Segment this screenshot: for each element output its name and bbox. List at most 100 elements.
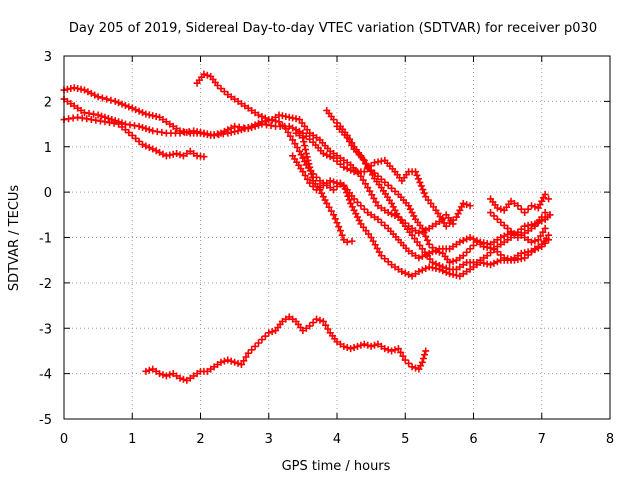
- data-point: [324, 325, 332, 333]
- data-point: [418, 224, 426, 232]
- data-point: [200, 70, 208, 78]
- data-point: [357, 202, 365, 210]
- data-point: [289, 136, 297, 144]
- data-point: [429, 244, 437, 252]
- data-point: [343, 344, 351, 352]
- data-point: [364, 184, 372, 192]
- data-point: [350, 195, 358, 203]
- data-point: [350, 344, 358, 352]
- data-point: [142, 125, 150, 133]
- data-point: [463, 201, 471, 209]
- data-point: [435, 218, 443, 226]
- data-point: [326, 177, 334, 185]
- data-point: [115, 118, 123, 126]
- data-point: [244, 349, 252, 357]
- data-point: [234, 127, 242, 135]
- data-point: [366, 167, 374, 175]
- data-point: [449, 220, 457, 228]
- data-point: [429, 258, 437, 266]
- data-point: [368, 171, 376, 179]
- data-point: [111, 97, 119, 105]
- series-sat-a: [60, 84, 474, 230]
- data-point: [524, 205, 532, 213]
- data-point: [397, 348, 405, 356]
- data-point: [432, 260, 440, 268]
- data-point: [360, 156, 368, 164]
- data-point: [268, 328, 276, 336]
- data-point: [446, 258, 454, 266]
- data-point: [299, 168, 307, 176]
- data-point: [331, 215, 339, 223]
- data-point: [398, 268, 406, 276]
- data-point: [255, 111, 263, 119]
- data-point: [360, 205, 368, 213]
- data-point: [423, 236, 431, 244]
- data-point: [370, 194, 378, 202]
- data-point: [142, 367, 150, 375]
- data-point: [531, 237, 539, 245]
- x-tick-label: 4: [333, 432, 341, 447]
- data-point: [333, 219, 341, 227]
- data-point: [306, 179, 314, 187]
- y-tick-label: -3: [39, 322, 52, 337]
- data-point: [242, 353, 250, 361]
- data-point: [307, 170, 315, 178]
- data-point: [497, 205, 505, 213]
- data-point: [128, 104, 136, 112]
- data-point: [384, 346, 392, 354]
- data-point: [286, 132, 294, 140]
- data-point: [413, 171, 421, 179]
- data-point: [418, 358, 426, 366]
- data-point: [442, 264, 450, 272]
- data-point: [456, 238, 464, 246]
- data-point: [493, 204, 501, 212]
- data-point: [367, 342, 375, 350]
- data-point: [422, 347, 430, 355]
- data-point: [470, 241, 477, 249]
- data-point: [449, 257, 457, 265]
- data-point: [361, 180, 369, 188]
- data-point: [220, 357, 228, 365]
- y-tick-label: 2: [44, 95, 52, 110]
- data-point: [538, 213, 546, 221]
- data-point: [422, 265, 430, 273]
- data-point: [420, 189, 428, 197]
- data-point: [528, 238, 536, 246]
- data-point: [240, 357, 248, 365]
- data-point: [94, 93, 102, 101]
- data-point: [258, 336, 266, 344]
- series-sat-i: [487, 190, 553, 217]
- x-tick-label: 8: [606, 432, 614, 447]
- x-tick-label: 3: [265, 432, 273, 447]
- data-point: [156, 370, 164, 378]
- data-point: [493, 258, 501, 266]
- data-point: [330, 178, 338, 186]
- data-point: [303, 175, 311, 183]
- data-point: [487, 261, 495, 269]
- data-point: [291, 140, 299, 148]
- data-point: [159, 371, 167, 379]
- data-point: [108, 116, 116, 124]
- data-point: [251, 121, 259, 129]
- data-point: [251, 342, 259, 350]
- x-tick-label: 0: [60, 432, 68, 447]
- data-point: [237, 361, 245, 369]
- data-point: [435, 261, 443, 269]
- data-point: [459, 237, 467, 245]
- data-point: [411, 168, 419, 176]
- data-point: [415, 268, 423, 276]
- data-point: [241, 125, 249, 133]
- data-point: [307, 167, 315, 175]
- data-point: [364, 164, 372, 172]
- series-sat-k: [142, 313, 430, 384]
- y-tick-label: 0: [44, 186, 52, 201]
- data-point: [384, 209, 392, 217]
- series-sat-g: [323, 106, 553, 266]
- data-marks: [60, 70, 554, 384]
- data-point: [338, 231, 346, 239]
- data-point: [94, 111, 102, 119]
- data-point: [401, 356, 409, 364]
- data-point: [348, 237, 356, 245]
- data-point: [301, 142, 309, 150]
- data-point: [373, 244, 381, 252]
